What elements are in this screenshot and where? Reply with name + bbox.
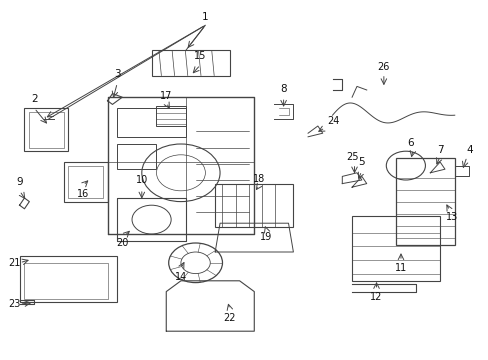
Text: 14: 14 — [174, 272, 187, 282]
Text: 15: 15 — [194, 51, 206, 61]
Text: 6: 6 — [407, 138, 413, 148]
Text: 22: 22 — [223, 313, 236, 323]
Bar — [215, 184, 293, 227]
Bar — [117, 144, 156, 169]
Text: 11: 11 — [394, 263, 407, 273]
Bar — [29, 112, 63, 148]
Text: 1: 1 — [202, 12, 208, 22]
Text: 5: 5 — [358, 157, 365, 167]
Text: 20: 20 — [116, 238, 128, 248]
Text: 23: 23 — [8, 299, 21, 309]
Bar — [117, 108, 185, 137]
Bar — [63, 162, 107, 202]
Bar — [156, 106, 185, 126]
Text: 13: 13 — [445, 212, 458, 222]
Text: 10: 10 — [135, 175, 148, 185]
Text: 19: 19 — [260, 232, 272, 242]
Text: 3: 3 — [114, 69, 121, 79]
Text: 8: 8 — [280, 84, 286, 94]
Text: 18: 18 — [252, 174, 265, 184]
Text: 2: 2 — [31, 94, 38, 104]
Text: 4: 4 — [465, 145, 472, 155]
Text: 7: 7 — [436, 145, 443, 155]
Text: 16: 16 — [77, 189, 89, 199]
Text: 17: 17 — [160, 91, 172, 101]
Text: 24: 24 — [327, 116, 339, 126]
Text: 12: 12 — [369, 292, 382, 302]
Bar — [68, 166, 102, 198]
Bar — [24, 263, 107, 299]
Text: 25: 25 — [345, 152, 358, 162]
Bar — [20, 256, 117, 302]
Bar — [24, 108, 68, 151]
Bar — [117, 198, 185, 241]
Bar — [395, 158, 454, 245]
Bar — [117, 198, 185, 241]
Bar — [151, 50, 229, 76]
Bar — [351, 216, 439, 281]
Text: 26: 26 — [377, 62, 389, 72]
Text: 21: 21 — [8, 258, 21, 268]
Text: 9: 9 — [16, 177, 23, 187]
